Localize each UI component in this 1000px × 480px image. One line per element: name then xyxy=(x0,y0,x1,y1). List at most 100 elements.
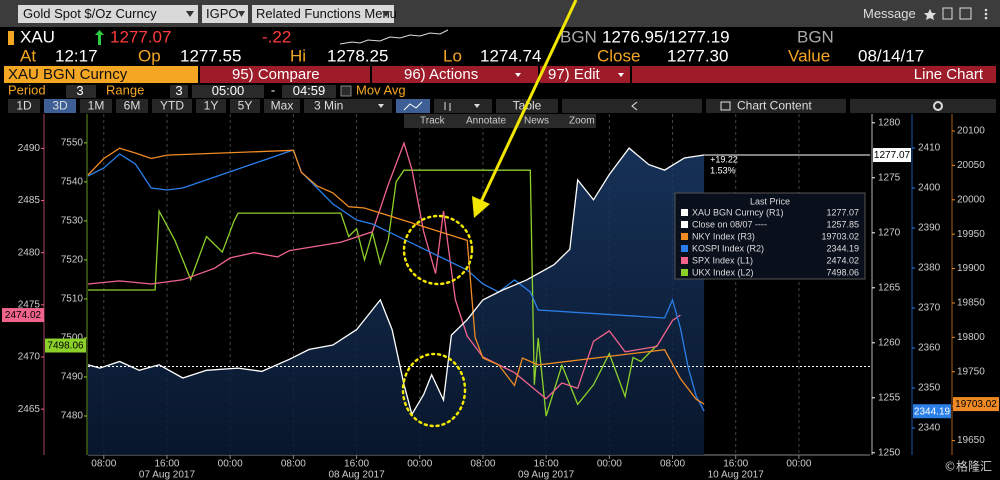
last-price-tag xyxy=(873,148,911,163)
range-button[interactable] xyxy=(80,99,112,113)
stat-label: Close xyxy=(597,46,640,65)
range-button-text: 1Y xyxy=(204,99,219,113)
y-tick-label: 2465 xyxy=(18,404,41,415)
y-tick-label: 1280 xyxy=(878,117,901,128)
stat-label: Value xyxy=(788,46,830,65)
menu-dropdown[interactable] xyxy=(252,5,394,23)
dropdown-arrow xyxy=(238,11,245,17)
chart-tool[interactable]: Track xyxy=(420,116,446,127)
ticker-marker xyxy=(8,31,14,45)
last-price-tag-text: 2344.19 xyxy=(914,406,951,417)
settings-button[interactable] xyxy=(850,99,996,113)
range-button-text: YTD xyxy=(160,99,184,113)
y-tick-label: 19750 xyxy=(957,366,985,377)
end-field[interactable] xyxy=(282,85,336,98)
period-field[interactable] xyxy=(66,85,96,98)
legend-label: Close on 08/07 ---- xyxy=(692,219,767,229)
range-button[interactable] xyxy=(8,99,40,113)
star-icon[interactable] xyxy=(924,9,936,20)
y-tick-label: 7540 xyxy=(61,177,84,188)
dropdown-arrow xyxy=(378,104,384,108)
stat-value: 1278.25 xyxy=(327,46,388,65)
y-tick-label: 2390 xyxy=(918,223,941,234)
edit-tab[interactable] xyxy=(540,66,630,83)
x-date-label: 09 Aug 2017 xyxy=(518,470,575,480)
y-tick-label: 2410 xyxy=(918,143,941,154)
legend-label: XAU BGN Curncy (R1) xyxy=(692,207,784,217)
last-price-tag xyxy=(913,404,951,419)
mov-avg-checkbox[interactable] xyxy=(340,85,352,97)
legend-label: KOSPI Index (R2) xyxy=(692,243,764,253)
range-button[interactable] xyxy=(264,99,300,113)
last-price-tag xyxy=(953,397,999,412)
bar-tool-button[interactable] xyxy=(434,99,492,113)
legend-swatch xyxy=(681,245,688,252)
page-icon[interactable] xyxy=(942,7,953,20)
chart-type-tab[interactable] xyxy=(632,66,996,83)
range-button[interactable] xyxy=(230,99,260,113)
x-date-label: 07 Aug 2017 xyxy=(139,470,196,480)
message-button[interactable]: Message xyxy=(863,6,916,21)
collapse-icon xyxy=(631,101,638,111)
function-text: IGPO xyxy=(206,6,239,21)
y-tick-label: 20050 xyxy=(957,160,985,171)
legend-label: UKX Index (L2) xyxy=(692,267,754,277)
dropdown-arrow xyxy=(186,11,194,17)
source: BGN xyxy=(797,27,834,46)
y-tick-label: 7490 xyxy=(61,372,84,383)
y-tick-label: 2380 xyxy=(918,263,941,274)
legend-value: 1277.07 xyxy=(826,207,859,217)
range-value: 3 xyxy=(175,83,182,98)
range-button[interactable] xyxy=(196,99,226,113)
security-field[interactable] xyxy=(4,66,198,83)
y-tick-label: 19900 xyxy=(957,263,985,274)
range-button-active[interactable] xyxy=(44,99,76,113)
x-date-label: 08 Aug 2017 xyxy=(328,470,385,480)
y-tick-label: 19800 xyxy=(957,332,985,343)
chart-content-icon xyxy=(720,101,731,111)
ticker: XAU xyxy=(20,27,55,46)
function-dropdown[interactable] xyxy=(202,5,248,23)
last-price-tag-text: 1277.07 xyxy=(874,150,911,161)
y-tick-label: 7480 xyxy=(61,411,84,422)
range-button-text: 3D xyxy=(52,99,68,113)
stat-label: Lo xyxy=(443,46,462,65)
stat-value: 1277.30 xyxy=(667,46,728,65)
chart-tool[interactable]: News xyxy=(524,116,549,127)
series-line xyxy=(87,147,705,416)
actions-tab[interactable] xyxy=(372,66,538,83)
dropdown-arrow xyxy=(382,11,390,17)
window-icon[interactable] xyxy=(959,7,972,20)
legend-swatch xyxy=(681,233,688,240)
y-tick-label: 2400 xyxy=(918,183,941,194)
chart-content-button[interactable] xyxy=(706,99,846,113)
period-value: 3 xyxy=(76,83,83,98)
y-tick-label: 1250 xyxy=(878,447,901,458)
menu-icon[interactable] xyxy=(984,8,988,12)
y-tick-label: 2470 xyxy=(18,352,41,363)
range-button[interactable] xyxy=(152,99,192,113)
chart-tool[interactable]: Zoom xyxy=(569,116,595,127)
menu-icon xyxy=(984,12,988,16)
x-tick-label: 00:00 xyxy=(218,459,243,470)
bid-ask: 1276.95/1277.19 xyxy=(602,27,730,46)
chart-tool[interactable]: Annotate xyxy=(466,116,506,127)
legend-swatch xyxy=(681,269,688,276)
annotation-arrowhead xyxy=(472,196,490,218)
last-price: 1277.07 xyxy=(110,27,171,46)
frequency-dropdown[interactable] xyxy=(304,99,392,113)
range-field[interactable] xyxy=(170,85,188,98)
y-tick-label: 2350 xyxy=(918,383,941,394)
legend-value: 2474.02 xyxy=(826,255,859,265)
legend-value: 2344.19 xyxy=(826,243,859,253)
compare-tab[interactable] xyxy=(200,66,370,83)
stat-value: 12:17 xyxy=(55,46,98,65)
y-tick-label: 2340 xyxy=(918,423,941,434)
range-button[interactable] xyxy=(116,99,148,113)
security-dropdown[interactable] xyxy=(18,5,198,23)
start-field[interactable] xyxy=(192,85,264,98)
security-text: Gold Spot $/Oz Curncy xyxy=(23,6,157,21)
x-tick-label: 16:00 xyxy=(723,459,748,470)
stat-value: 08/14/17 xyxy=(858,46,924,65)
stat-value: 1274.74 xyxy=(480,46,541,65)
